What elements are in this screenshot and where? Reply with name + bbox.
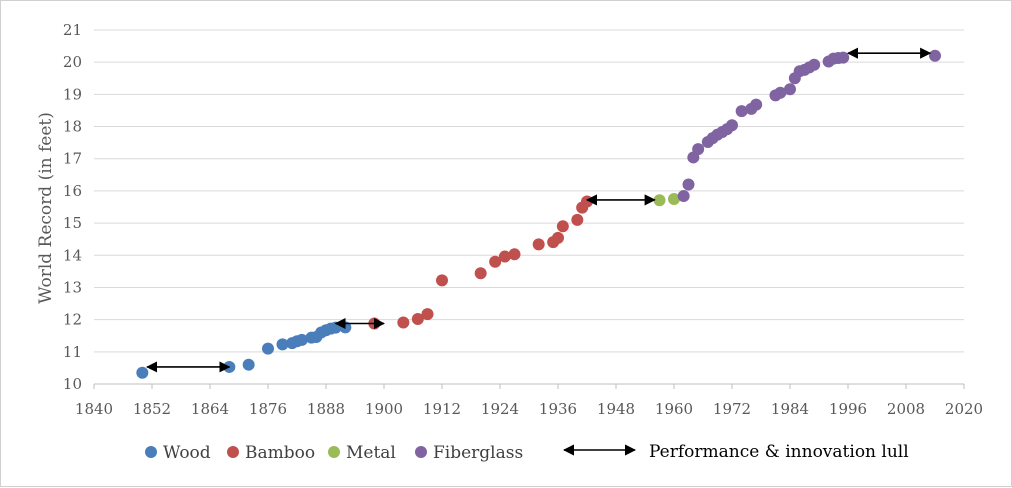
point-bamboo-13 — [571, 213, 584, 226]
x-tick-label-1948: 1948 — [597, 400, 635, 418]
x-tick-label-1936: 1936 — [539, 400, 577, 418]
x-tick-label-1840: 1840 — [75, 400, 113, 418]
point-fiberglass-25 — [929, 49, 941, 62]
point-bamboo-9 — [532, 238, 545, 251]
point-bamboo-6 — [489, 255, 502, 268]
y-axis-title: World Record (in feet) — [36, 112, 56, 304]
legend-marker-metal — [328, 446, 340, 458]
y-tick-label-21: 21 — [63, 21, 82, 39]
y-tick-label-12: 12 — [63, 311, 82, 329]
series-wood — [136, 321, 352, 379]
point-bamboo-4 — [436, 274, 448, 287]
point-fiberglass-14 — [774, 86, 787, 99]
point-fiberglass-0 — [677, 190, 690, 203]
x-tick-label-1888: 1888 — [307, 400, 345, 418]
y-tick-label-11: 11 — [63, 343, 82, 361]
x-tick-label-2008: 2008 — [887, 400, 925, 418]
x-tick-label-1852: 1852 — [133, 400, 171, 418]
point-metal-0 — [653, 194, 666, 207]
point-wood-3 — [262, 342, 274, 355]
point-fiberglass-15 — [784, 83, 796, 96]
axes — [93, 383, 965, 389]
point-fiberglass-12 — [750, 98, 763, 111]
lull-arrows — [146, 47, 932, 373]
point-fiberglass-24 — [837, 51, 850, 64]
legend-lull-label: Performance & innovation lull — [649, 442, 909, 462]
y-tick-labels: 10 11 12 13 14 15 16 17 18 19 20 21 — [63, 21, 82, 393]
y-tick-label-19: 19 — [63, 85, 82, 103]
x-tick-label-1924: 1924 — [481, 400, 519, 418]
x-tick-label-1960: 1960 — [655, 400, 693, 418]
point-fiberglass-20 — [808, 58, 821, 71]
point-bamboo-1 — [397, 316, 410, 329]
series-bamboo — [368, 195, 593, 330]
x-tick-label-1864: 1864 — [191, 400, 229, 418]
point-fiberglass-1 — [682, 178, 695, 191]
legend-marker-bamboo — [227, 446, 239, 458]
y-tick-label-17: 17 — [63, 150, 82, 168]
x-tick-label-1996: 1996 — [829, 400, 867, 418]
y-tick-label-20: 20 — [63, 53, 82, 71]
point-bamboo-8 — [508, 248, 521, 261]
legend: Wood Bamboo Metal Fiberglass Performance & i… — [145, 442, 909, 463]
legend-label-metal: Metal — [346, 443, 396, 463]
point-bamboo-2 — [411, 312, 424, 325]
x-tick-label-1912: 1912 — [423, 400, 461, 418]
y-tick-label-14: 14 — [63, 246, 82, 264]
point-bamboo-7 — [498, 250, 511, 263]
legend-label-fiberglass: Fiberglass — [433, 443, 523, 463]
y-tick-label-13: 13 — [63, 278, 82, 296]
legend-marker-wood — [145, 446, 157, 458]
y-tick-label-18: 18 — [63, 118, 82, 136]
y-tick-label-16: 16 — [63, 182, 82, 200]
gridlines — [94, 29, 964, 353]
data-points — [136, 49, 941, 379]
x-tick-label-2020: 2020 — [945, 400, 983, 418]
point-bamboo-5 — [474, 267, 487, 280]
x-tick-label-1876: 1876 — [249, 400, 287, 418]
series-fiberglass — [677, 49, 941, 203]
point-bamboo-15 — [581, 195, 593, 208]
legend-marker-fiberglass — [415, 446, 427, 458]
y-tick-label-15: 15 — [63, 214, 82, 232]
point-wood-0 — [136, 366, 149, 379]
point-bamboo-12 — [556, 220, 569, 233]
point-bamboo-11 — [552, 231, 564, 244]
x-tick-label-1900: 1900 — [365, 400, 403, 418]
series-metal — [653, 192, 680, 207]
x-tick-label-1984: 1984 — [771, 400, 809, 418]
point-wood-4 — [276, 338, 289, 351]
point-wood-2 — [242, 358, 255, 371]
point-metal-1 — [668, 192, 680, 205]
point-bamboo-3 — [421, 308, 434, 321]
point-fiberglass-3 — [692, 143, 705, 156]
point-fiberglass-9 — [726, 119, 738, 132]
point-fiberglass-10 — [735, 105, 748, 118]
x-tick-labels: 1840 1852 1864 1876 1888 1900 1912 1924 1936 1948… — [75, 400, 983, 418]
legend-label-wood: Wood — [163, 443, 211, 463]
point-wood-7 — [295, 333, 308, 346]
x-tick-label-1972: 1972 — [713, 400, 751, 418]
legend-label-bamboo: Bamboo — [245, 443, 315, 463]
y-tick-label-10: 10 — [63, 375, 82, 393]
